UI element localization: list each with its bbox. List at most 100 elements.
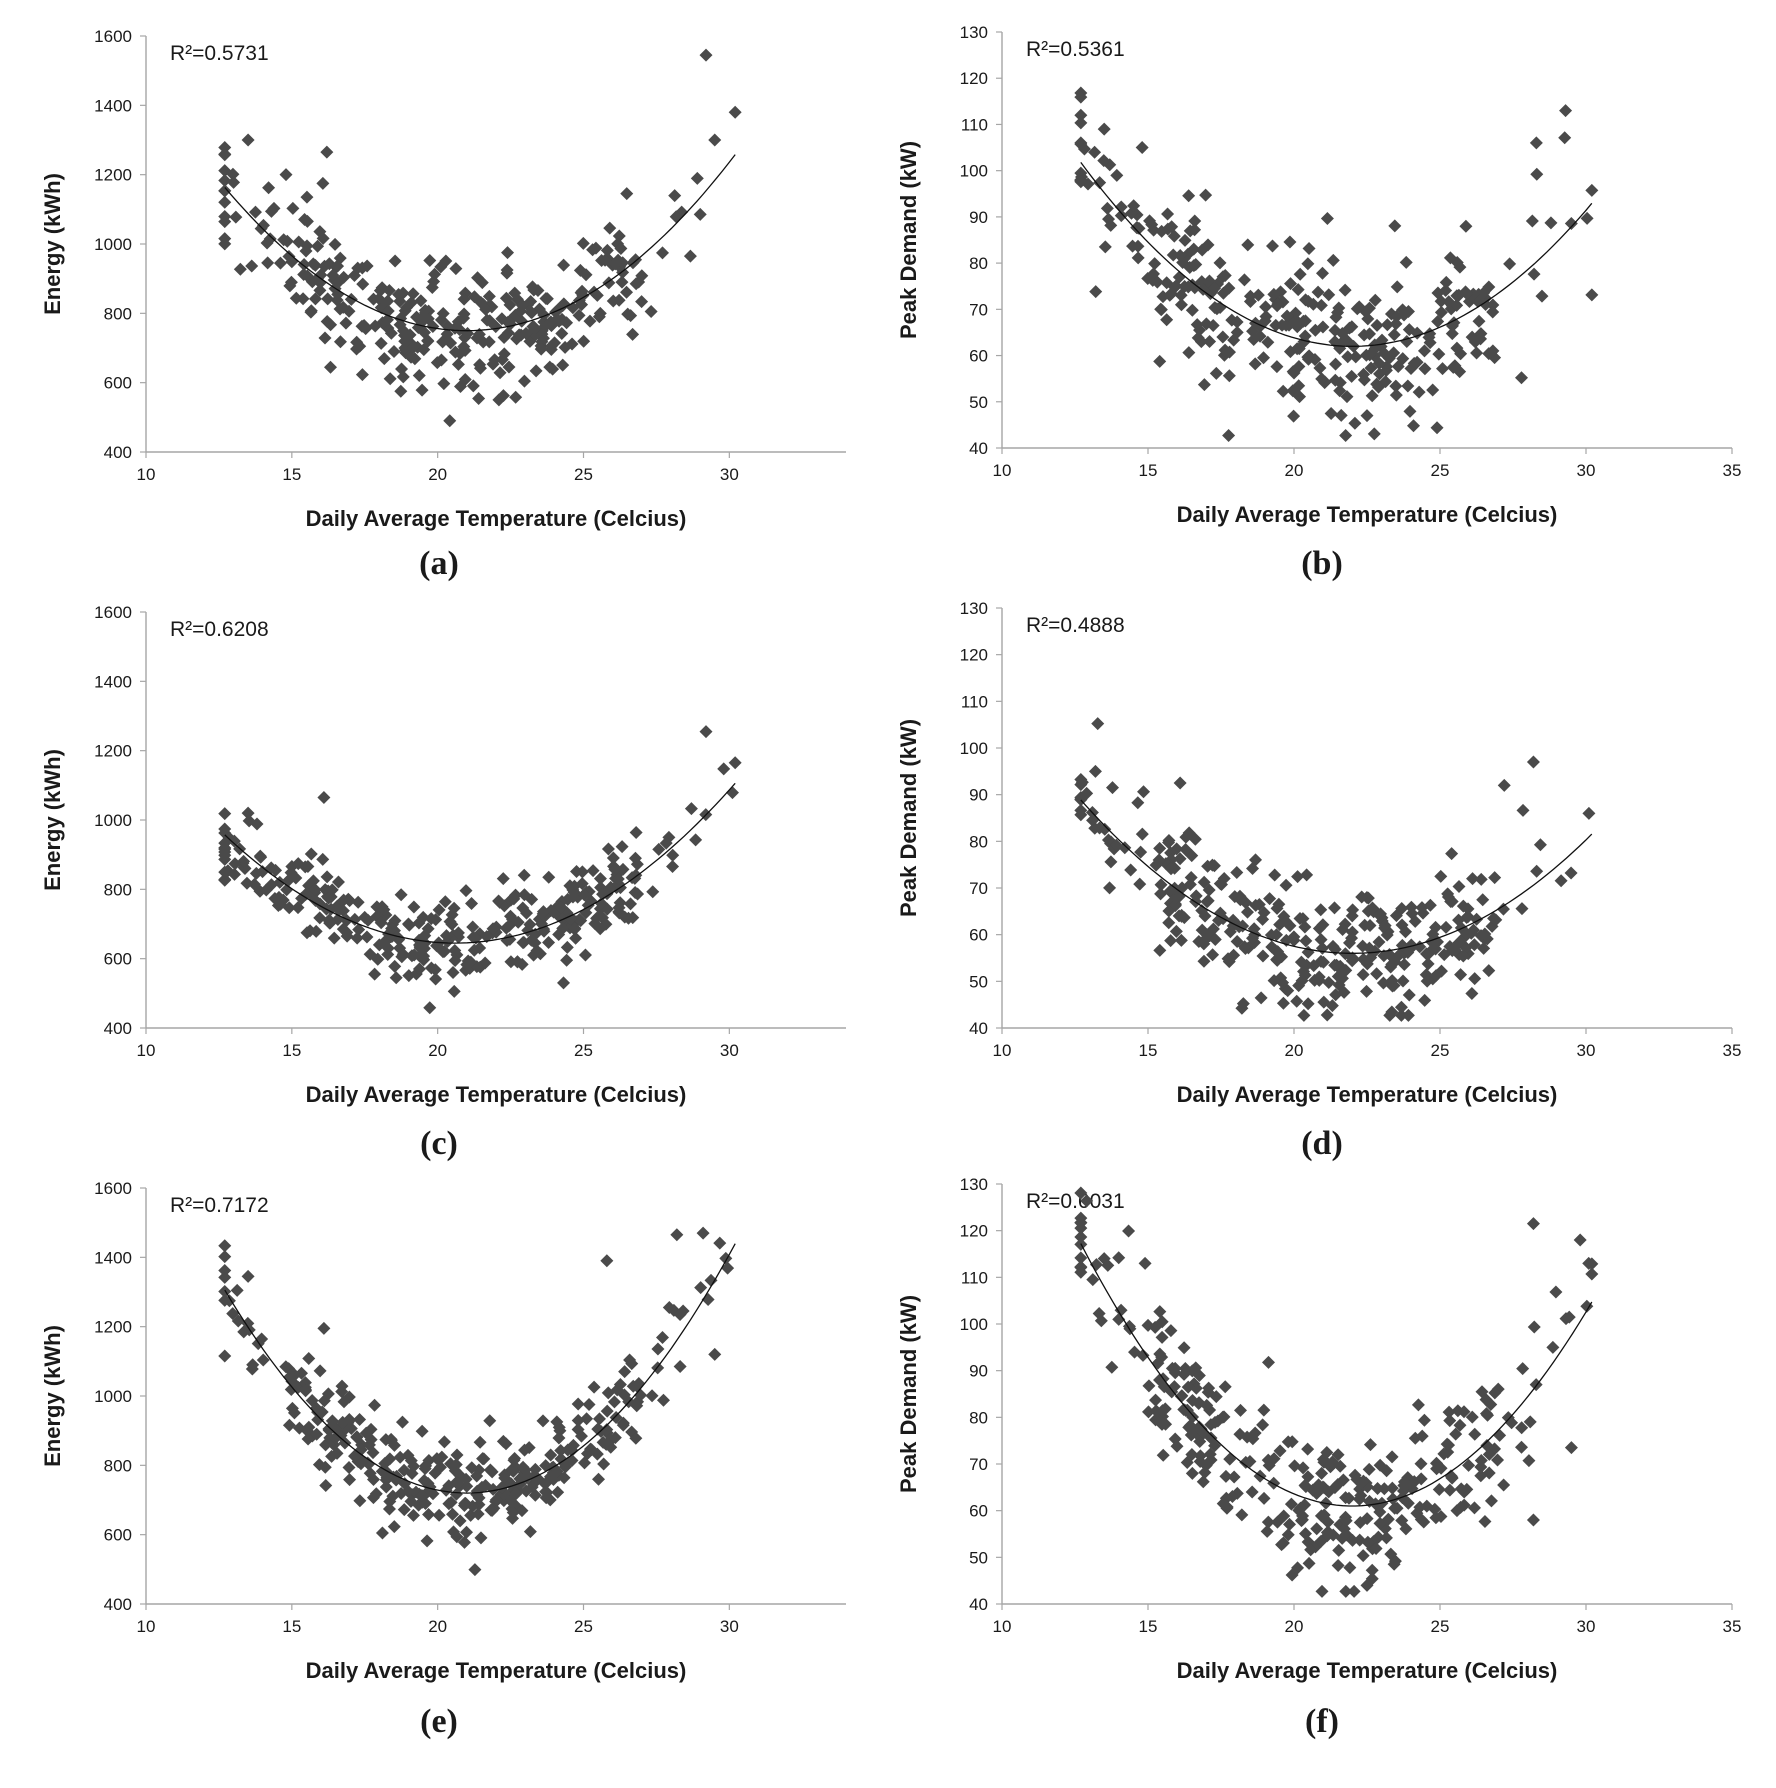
data-point bbox=[1293, 267, 1307, 281]
data-point bbox=[1426, 383, 1440, 397]
y-tick-label: 40 bbox=[969, 1595, 988, 1614]
data-point bbox=[434, 353, 448, 367]
data-point bbox=[1443, 251, 1457, 265]
x-tick-label: 10 bbox=[137, 1617, 156, 1636]
data-point bbox=[457, 311, 471, 325]
r-squared-label: R²=0.7172 bbox=[170, 1194, 269, 1217]
data-point bbox=[1414, 1513, 1428, 1527]
data-point bbox=[466, 379, 480, 393]
data-point bbox=[1202, 1381, 1216, 1395]
data-point bbox=[1333, 384, 1347, 398]
data-point bbox=[624, 309, 638, 323]
data-point bbox=[331, 276, 345, 290]
data-point bbox=[1573, 1233, 1587, 1247]
data-point bbox=[1401, 1496, 1415, 1510]
x-tick-label: 25 bbox=[1431, 461, 1450, 480]
data-point bbox=[1420, 974, 1434, 988]
data-point bbox=[533, 947, 547, 961]
x-tick-label: 20 bbox=[1285, 461, 1304, 480]
chart-panel-c: 400 600 800 1000 1200 1400 1600 10 15 20 25 30 Daily… bbox=[40, 603, 846, 1162]
data-point bbox=[1328, 373, 1342, 387]
data-point bbox=[1585, 1267, 1599, 1281]
data-point bbox=[453, 347, 467, 361]
data-point bbox=[528, 1462, 542, 1476]
x-axis-title: Daily Average Temperature (Celcius) bbox=[1177, 1658, 1558, 1683]
data-point bbox=[1166, 248, 1180, 262]
data-point bbox=[659, 836, 673, 850]
data-point bbox=[1339, 1514, 1353, 1528]
data-point bbox=[618, 910, 632, 924]
data-point bbox=[683, 249, 697, 263]
data-point bbox=[474, 1531, 488, 1545]
data-point bbox=[557, 258, 571, 272]
data-point bbox=[1558, 131, 1572, 145]
data-point bbox=[329, 1422, 343, 1436]
data-point bbox=[312, 1458, 326, 1472]
data-point bbox=[519, 326, 533, 340]
data-point bbox=[1235, 1508, 1249, 1522]
data-point bbox=[348, 912, 362, 926]
data-point bbox=[382, 283, 396, 297]
data-point bbox=[1164, 1324, 1178, 1338]
y-tick-label: 1600 bbox=[94, 27, 132, 46]
data-point bbox=[546, 1473, 560, 1487]
data-point bbox=[264, 204, 278, 218]
y-tick-label: 130 bbox=[960, 599, 988, 618]
data-point bbox=[317, 790, 331, 804]
data-point bbox=[1213, 256, 1227, 270]
data-point bbox=[1380, 318, 1394, 332]
data-point bbox=[1194, 335, 1208, 349]
data-point bbox=[1168, 861, 1182, 875]
data-point bbox=[1089, 285, 1103, 299]
data-point bbox=[218, 807, 232, 821]
data-point bbox=[1298, 329, 1312, 343]
data-point bbox=[482, 335, 496, 349]
data-point bbox=[1230, 865, 1244, 879]
data-point bbox=[478, 1479, 492, 1493]
data-point bbox=[580, 1447, 594, 1461]
data-point bbox=[1301, 1442, 1315, 1456]
data-point bbox=[646, 885, 660, 899]
data-point bbox=[1484, 1494, 1498, 1508]
data-point bbox=[513, 1477, 527, 1491]
data-point bbox=[542, 935, 556, 949]
data-point bbox=[1488, 871, 1502, 885]
data-point bbox=[387, 1520, 401, 1534]
data-point bbox=[670, 1228, 684, 1242]
data-point bbox=[554, 1444, 568, 1458]
data-point bbox=[1174, 288, 1188, 302]
y-tick-label: 1200 bbox=[94, 742, 132, 761]
data-point bbox=[218, 184, 232, 198]
data-point bbox=[1074, 116, 1088, 130]
data-point bbox=[1182, 189, 1196, 203]
data-point bbox=[1154, 887, 1168, 901]
data-point bbox=[1527, 267, 1541, 281]
data-point bbox=[1324, 406, 1338, 420]
data-point bbox=[517, 868, 531, 882]
data-point bbox=[1290, 320, 1304, 334]
data-point bbox=[1295, 1513, 1309, 1527]
chart-panel-d: 40 50 60 70 80 90 100 110 120 130 10 15 20 25 30 35 Dail… bbox=[896, 599, 1741, 1162]
data-point bbox=[1273, 1444, 1287, 1458]
data-point bbox=[1134, 845, 1148, 859]
data-point bbox=[343, 1473, 357, 1487]
data-point bbox=[565, 1443, 579, 1457]
data-point bbox=[1331, 970, 1345, 984]
r-squared-label: R²=0.6031 bbox=[1026, 1190, 1125, 1213]
data-point bbox=[1478, 1514, 1492, 1528]
data-point bbox=[1453, 1418, 1467, 1432]
y-tick-label: 600 bbox=[104, 950, 132, 969]
data-point bbox=[1348, 416, 1362, 430]
data-point bbox=[1216, 286, 1230, 300]
data-point bbox=[1222, 429, 1236, 443]
data-point bbox=[577, 334, 591, 348]
data-point bbox=[704, 1273, 718, 1287]
data-point bbox=[1261, 1515, 1275, 1529]
data-point bbox=[1291, 870, 1305, 884]
data-point bbox=[1486, 298, 1500, 312]
data-point bbox=[256, 1353, 270, 1367]
data-point bbox=[594, 897, 608, 911]
data-point bbox=[524, 305, 538, 319]
data-point bbox=[331, 875, 345, 889]
data-point bbox=[1431, 935, 1445, 949]
